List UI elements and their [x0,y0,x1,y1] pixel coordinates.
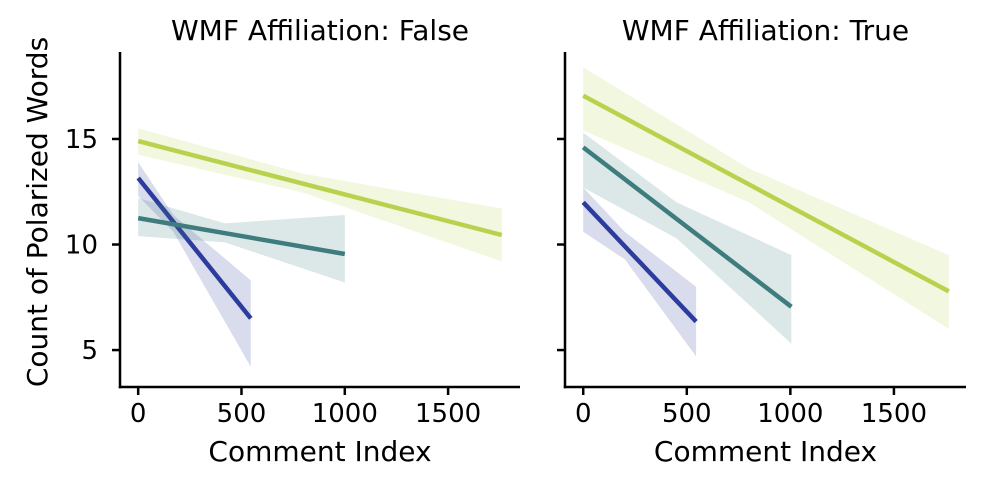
x-tick-label: 1000 [757,399,823,429]
panel-title-wmf-false: WMF Affiliation: False [171,14,469,47]
y-tick-label: 15 [65,125,98,155]
x-tick-label: 1000 [312,399,378,429]
x-tick-label: 500 [217,399,267,429]
regression-line-blue [581,200,698,324]
x-tick-label: 500 [662,399,712,429]
x-tick-label: 0 [130,399,147,429]
x-axis-label: Comment Index [208,435,431,468]
ci-band-green [583,67,949,329]
plot-area-wmf-true [581,67,950,357]
regression-line-green [582,93,950,294]
ci-band-teal [138,198,345,283]
x-tick-label: 0 [575,399,592,429]
y-axis-label: Count of Polarized Words [21,37,54,387]
plot-area-wmf-false [136,128,503,367]
regression-line-teal [137,215,346,257]
panel-wmf-false: 5 10 15 0 500 1000 1500 WMF Affiliation: False C… [65,14,520,468]
panel-wmf-true: 0 500 1000 1500 WMF Affiliation: True Comment… [557,14,966,468]
regression-line-green [137,138,503,238]
x-axis-label: Comment Index [654,435,877,468]
regression-line-blue [136,176,253,320]
y-tick-label: 10 [65,231,98,261]
panel-title-wmf-true: WMF Affiliation: True [622,14,909,47]
y-tick-label: 5 [81,336,98,366]
x-tick-label: 1500 [415,399,481,429]
ci-band-green [138,128,502,262]
x-tick-label: 1500 [861,399,927,429]
regression-line-teal [581,145,793,309]
